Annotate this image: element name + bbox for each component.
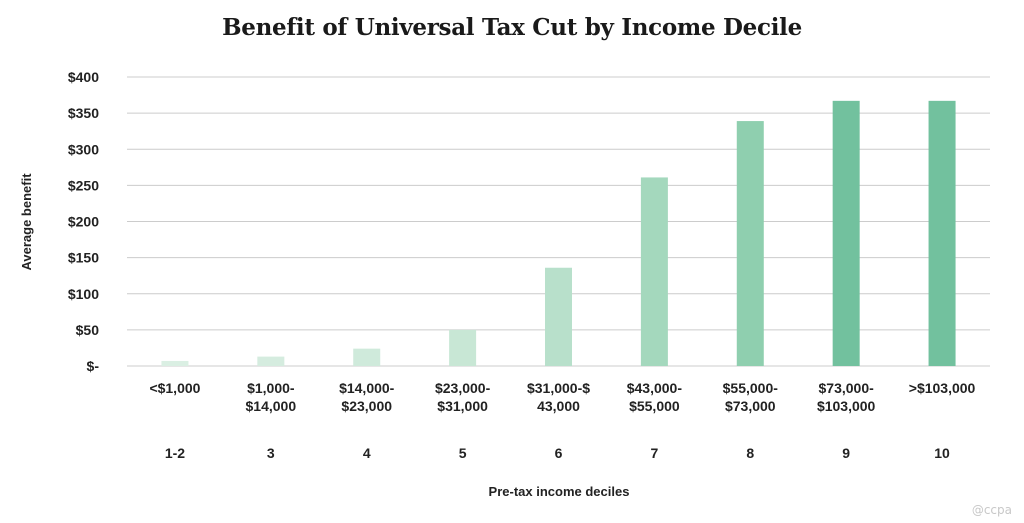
- x-tick-label: $14,000-$23,000: [339, 380, 395, 414]
- bar: [449, 329, 477, 366]
- bar: [736, 121, 764, 366]
- bar: [353, 348, 381, 366]
- bars: [161, 100, 956, 366]
- bar: [257, 356, 285, 366]
- y-tick-label: $50: [76, 322, 100, 338]
- decile-label: 9: [842, 445, 850, 461]
- x-axis-label: Pre-tax income deciles: [489, 484, 630, 499]
- decile-label: 4: [363, 445, 371, 461]
- y-tick-label: $200: [68, 214, 99, 230]
- y-tick-label: $100: [68, 286, 99, 302]
- chart-title: Benefit of Universal Tax Cut by Income D…: [222, 14, 802, 41]
- y-tick-label: $300: [68, 141, 99, 157]
- y-tick-label: $150: [68, 250, 99, 266]
- bar: [640, 177, 668, 366]
- y-tick-label: $250: [68, 177, 99, 193]
- x-tick-label: >$103,000: [909, 380, 976, 396]
- ccpa-watermark: @ccpa: [971, 503, 1012, 517]
- decile-label: 1-2: [165, 445, 185, 461]
- decile-label: 3: [267, 445, 275, 461]
- x-tick-label: $55,000-$73,000: [723, 380, 779, 414]
- x-tick-label: <$1,000: [149, 380, 200, 396]
- decile-label: 5: [459, 445, 467, 461]
- decile-label: 7: [650, 445, 658, 461]
- x-tick-label: $31,000-$ 43,000: [527, 380, 590, 414]
- x-axis-ticks: <$1,000 $1,000-$14,000 $14,000-$23,000 $23,…: [149, 380, 975, 414]
- decile-label: 6: [555, 445, 563, 461]
- y-tick-label: $350: [68, 105, 99, 121]
- y-axis-ticks: $- $50 $100 $150 $200 $250 $300 $350 $400: [68, 69, 99, 374]
- decile-label: 8: [746, 445, 754, 461]
- bar: [161, 360, 189, 366]
- x-tick-label: $1,000-$14,000: [246, 380, 297, 414]
- x-tick-label: $43,000-$55,000: [627, 380, 683, 414]
- x-tick-label: $73,000-$103,000: [817, 380, 876, 414]
- bar: [832, 100, 860, 366]
- decile-label: 10: [934, 445, 950, 461]
- y-tick-label: $400: [68, 69, 99, 85]
- bar: [928, 100, 956, 366]
- bar: [545, 267, 572, 366]
- decile-labels: 1-2 3 4 5 6 7 8 9 10: [165, 445, 950, 461]
- y-tick-label: $-: [87, 358, 100, 374]
- x-tick-label: $23,000-$31,000: [435, 380, 491, 414]
- y-axis-label: Average benefit: [19, 173, 34, 271]
